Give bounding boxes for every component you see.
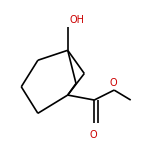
- Text: OH: OH: [69, 15, 84, 25]
- Text: O: O: [109, 78, 117, 88]
- Text: O: O: [90, 130, 97, 140]
